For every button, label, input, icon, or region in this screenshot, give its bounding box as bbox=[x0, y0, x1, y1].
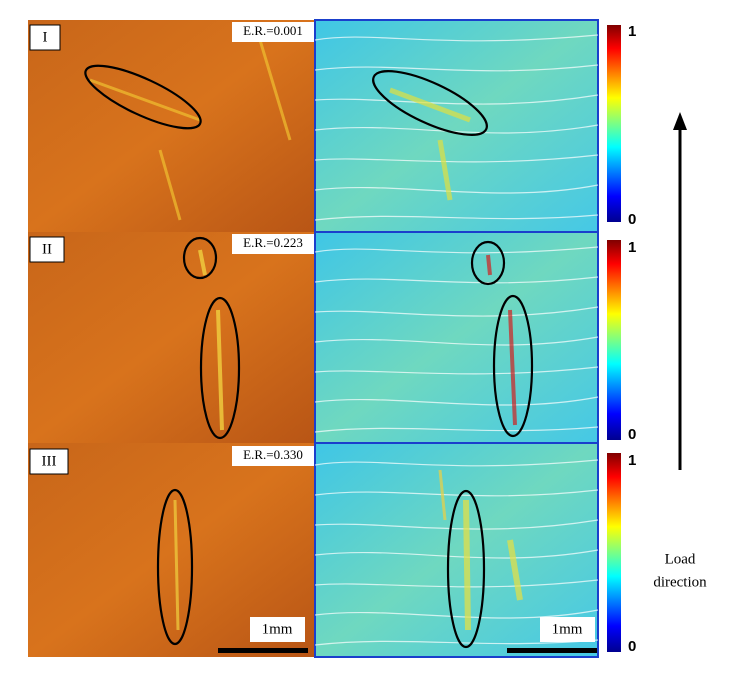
colorbar-min: 0 bbox=[628, 638, 636, 655]
label-box bbox=[232, 22, 314, 42]
label-box bbox=[29, 236, 65, 263]
colorbar bbox=[607, 240, 621, 440]
colorbar bbox=[607, 25, 621, 222]
ellipse bbox=[372, 70, 488, 136]
ellipse bbox=[492, 294, 534, 438]
label-box bbox=[29, 24, 61, 51]
strain-map bbox=[314, 19, 599, 233]
ellipse bbox=[199, 296, 241, 440]
ellipse bbox=[470, 240, 506, 286]
ellipse bbox=[156, 488, 194, 646]
strain-highlight bbox=[486, 254, 517, 426]
arrow-head bbox=[673, 112, 687, 130]
colorbar-min: 0 bbox=[628, 211, 636, 228]
colorbar-max: 1 bbox=[628, 23, 636, 40]
micrograph bbox=[28, 232, 315, 443]
strain-highlight bbox=[389, 87, 471, 201]
er-label: E.R.=0.223 bbox=[243, 235, 303, 250]
row-label: I bbox=[43, 29, 48, 45]
scale-label: 1mm bbox=[552, 621, 583, 637]
crack-highlight bbox=[198, 249, 224, 431]
er-label: E.R.=0.330 bbox=[243, 447, 303, 462]
colorbar-max: 1 bbox=[628, 452, 636, 469]
label-box bbox=[29, 448, 69, 475]
scale-bar bbox=[218, 648, 308, 653]
scale-label: 1mm bbox=[262, 621, 293, 637]
label-box bbox=[232, 234, 314, 254]
crack-highlight bbox=[89, 39, 292, 221]
er-label: E.R.=0.001 bbox=[243, 23, 303, 38]
colorbar bbox=[607, 453, 621, 652]
row-label: III bbox=[42, 453, 57, 469]
label-box bbox=[232, 446, 314, 466]
ellipse bbox=[84, 64, 202, 130]
scale-box bbox=[540, 617, 595, 642]
strain-highlight bbox=[463, 499, 523, 631]
scale-box bbox=[250, 617, 305, 642]
scale-bar bbox=[507, 648, 597, 653]
row-label: II bbox=[42, 241, 52, 257]
colorbar-max: 1 bbox=[628, 239, 636, 256]
load-label: direction bbox=[653, 574, 707, 590]
load-label: Load bbox=[665, 551, 696, 567]
strain-map bbox=[314, 231, 599, 444]
ellipse bbox=[446, 489, 486, 649]
ellipse bbox=[182, 236, 218, 280]
colorbar-min: 0 bbox=[628, 426, 636, 443]
crack-highlight bbox=[173, 469, 447, 631]
